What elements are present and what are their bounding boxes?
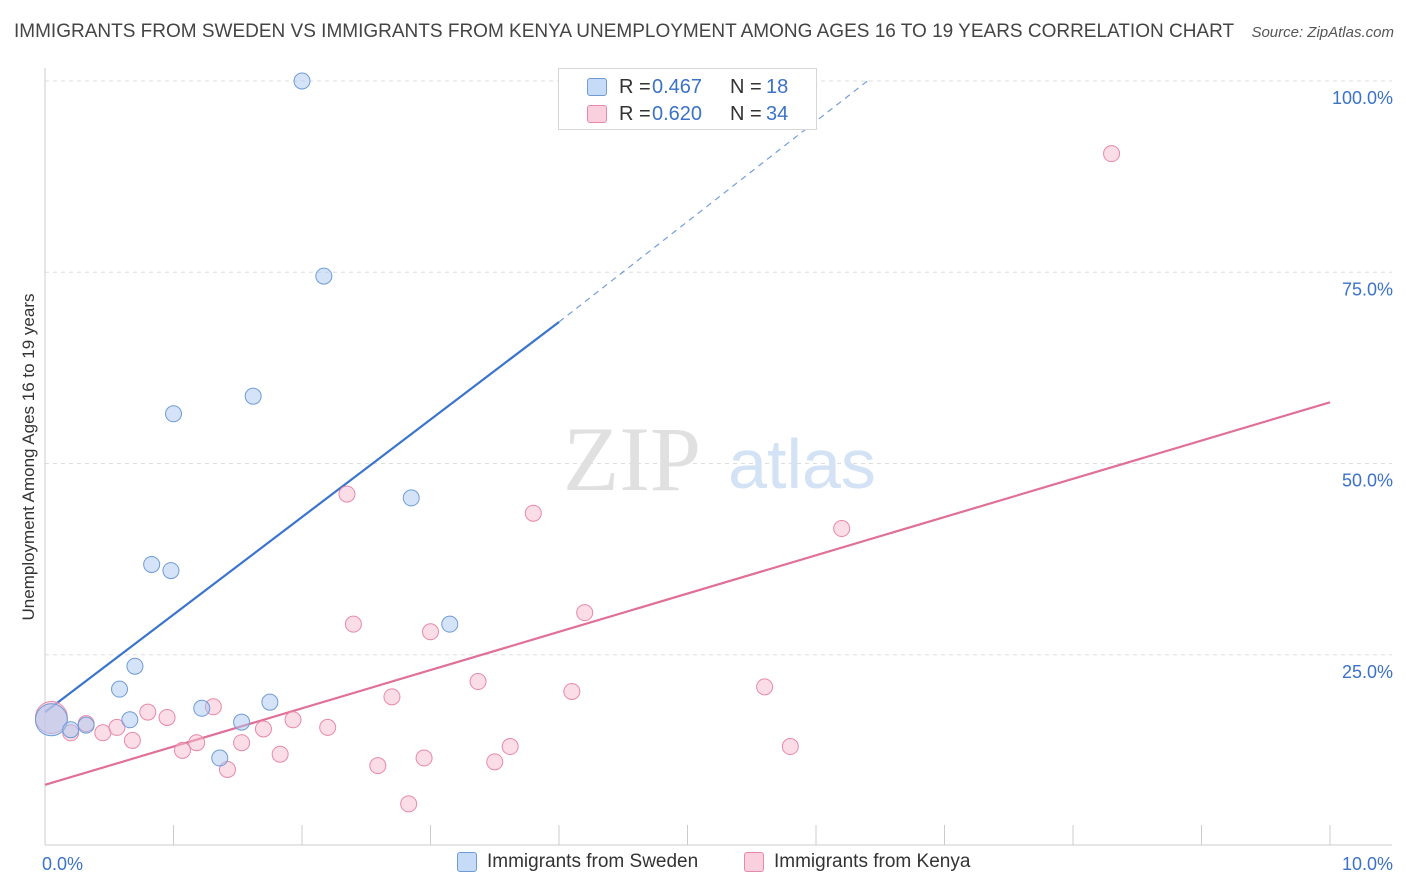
data-point-sweden [111, 680, 129, 698]
stats-n-label: N = [730, 102, 762, 125]
data-point-kenya [123, 731, 141, 749]
data-point-kenya [284, 711, 302, 729]
legend-item-kenya[interactable]: Immigrants from Kenya [744, 851, 970, 873]
data-point-kenya [469, 673, 487, 691]
data-point-sweden [441, 615, 459, 633]
data-point-kenya [158, 708, 176, 726]
trendline-kenya [44, 401, 1331, 786]
grid-layer [45, 80, 1392, 656]
data-point-kenya [233, 734, 251, 752]
y-tick-label: 75.0% [1342, 279, 1393, 299]
data-point-kenya [501, 738, 519, 756]
data-point-kenya [383, 688, 401, 706]
legend-swatch-kenya [744, 852, 764, 872]
axis-layer [44, 68, 1392, 846]
data-point-kenya [1103, 145, 1121, 163]
stats-swatch-sweden [587, 78, 607, 96]
data-point-kenya [369, 757, 387, 775]
stats-r-label: R = [619, 75, 651, 98]
data-point-kenya [576, 604, 594, 622]
trend-layer [44, 80, 1331, 786]
data-point-sweden [162, 562, 180, 580]
x-tick-label: 0.0% [42, 854, 83, 874]
stats-legend: R = 0.467 N = 18 R = 0.620 N = 34 [558, 68, 817, 130]
data-point-sweden [34, 703, 68, 737]
data-point-sweden [315, 267, 333, 285]
data-point-sweden [261, 693, 279, 711]
source-label: Source: ZipAtlas.com [1251, 24, 1394, 41]
chart-title: IMMIGRANTS FROM SWEDEN VS IMMIGRANTS FRO… [14, 21, 1235, 42]
stats-n-label: N = [730, 75, 762, 98]
data-point-sweden [244, 387, 262, 405]
stats-n-value: 18 [766, 75, 789, 98]
trendline-sweden [44, 321, 560, 714]
data-point-sweden [293, 72, 311, 90]
data-point-kenya [524, 504, 542, 522]
data-point-sweden [121, 711, 139, 729]
stats-swatch-kenya [587, 105, 607, 123]
data-point-sweden [143, 555, 161, 573]
legend-item-sweden[interactable]: Immigrants from Sweden [457, 851, 698, 873]
y-tick-label: 100.0% [1332, 88, 1393, 108]
data-point-kenya [415, 749, 433, 767]
data-point-sweden [402, 489, 420, 507]
points-layer [34, 72, 1121, 813]
watermark-atlas: atlas [728, 425, 876, 503]
data-point-kenya [400, 795, 418, 813]
legend-swatch-sweden [457, 852, 477, 872]
stats-row-sweden: R = 0.467 N = 18 [559, 74, 816, 100]
series-legend: Immigrants from Sweden Immigrants from K… [0, 851, 1406, 879]
data-point-kenya [781, 738, 799, 756]
legend-label-kenya: Immigrants from Kenya [774, 851, 971, 872]
y-tick-label: 25.0% [1342, 662, 1393, 682]
data-point-kenya [338, 485, 356, 503]
y-axis-label: Unemployment Among Ages 16 to 19 years [19, 294, 38, 621]
data-point-kenya [422, 623, 439, 641]
x-tick-label: 10.0% [1342, 854, 1393, 874]
stats-r-label: R = [619, 102, 651, 125]
data-point-sweden [77, 716, 95, 734]
data-point-kenya [319, 718, 337, 736]
data-point-kenya [756, 678, 774, 696]
data-point-sweden [233, 713, 251, 731]
data-point-kenya [108, 718, 126, 736]
stats-r-value: 0.620 [652, 102, 703, 125]
stats-n-value: 34 [766, 102, 789, 125]
data-point-sweden [126, 657, 144, 675]
stats-row-kenya: R = 0.620 N = 34 [559, 101, 816, 127]
data-point-sweden [193, 699, 211, 717]
data-point-kenya [486, 753, 504, 771]
data-point-kenya [94, 724, 112, 742]
watermark-zip: ZIP [563, 408, 701, 510]
y-tick-label: 50.0% [1342, 471, 1393, 491]
data-point-kenya [254, 720, 272, 738]
tick-labels: 25.0% 50.0% 75.0% 100.0% 0.0% 10.0% [42, 88, 1393, 874]
data-point-kenya [271, 745, 289, 763]
data-point-kenya [563, 682, 581, 700]
legend-label-sweden: Immigrants from Sweden [487, 851, 699, 872]
data-point-sweden [211, 749, 229, 767]
data-point-kenya [344, 615, 362, 633]
data-point-kenya [139, 703, 157, 721]
data-point-kenya [173, 741, 191, 759]
data-point-kenya [188, 734, 206, 752]
data-point-sweden [62, 721, 80, 739]
stats-r-value: 0.467 [652, 75, 703, 98]
data-point-kenya [833, 520, 851, 538]
data-point-sweden [165, 405, 182, 423]
